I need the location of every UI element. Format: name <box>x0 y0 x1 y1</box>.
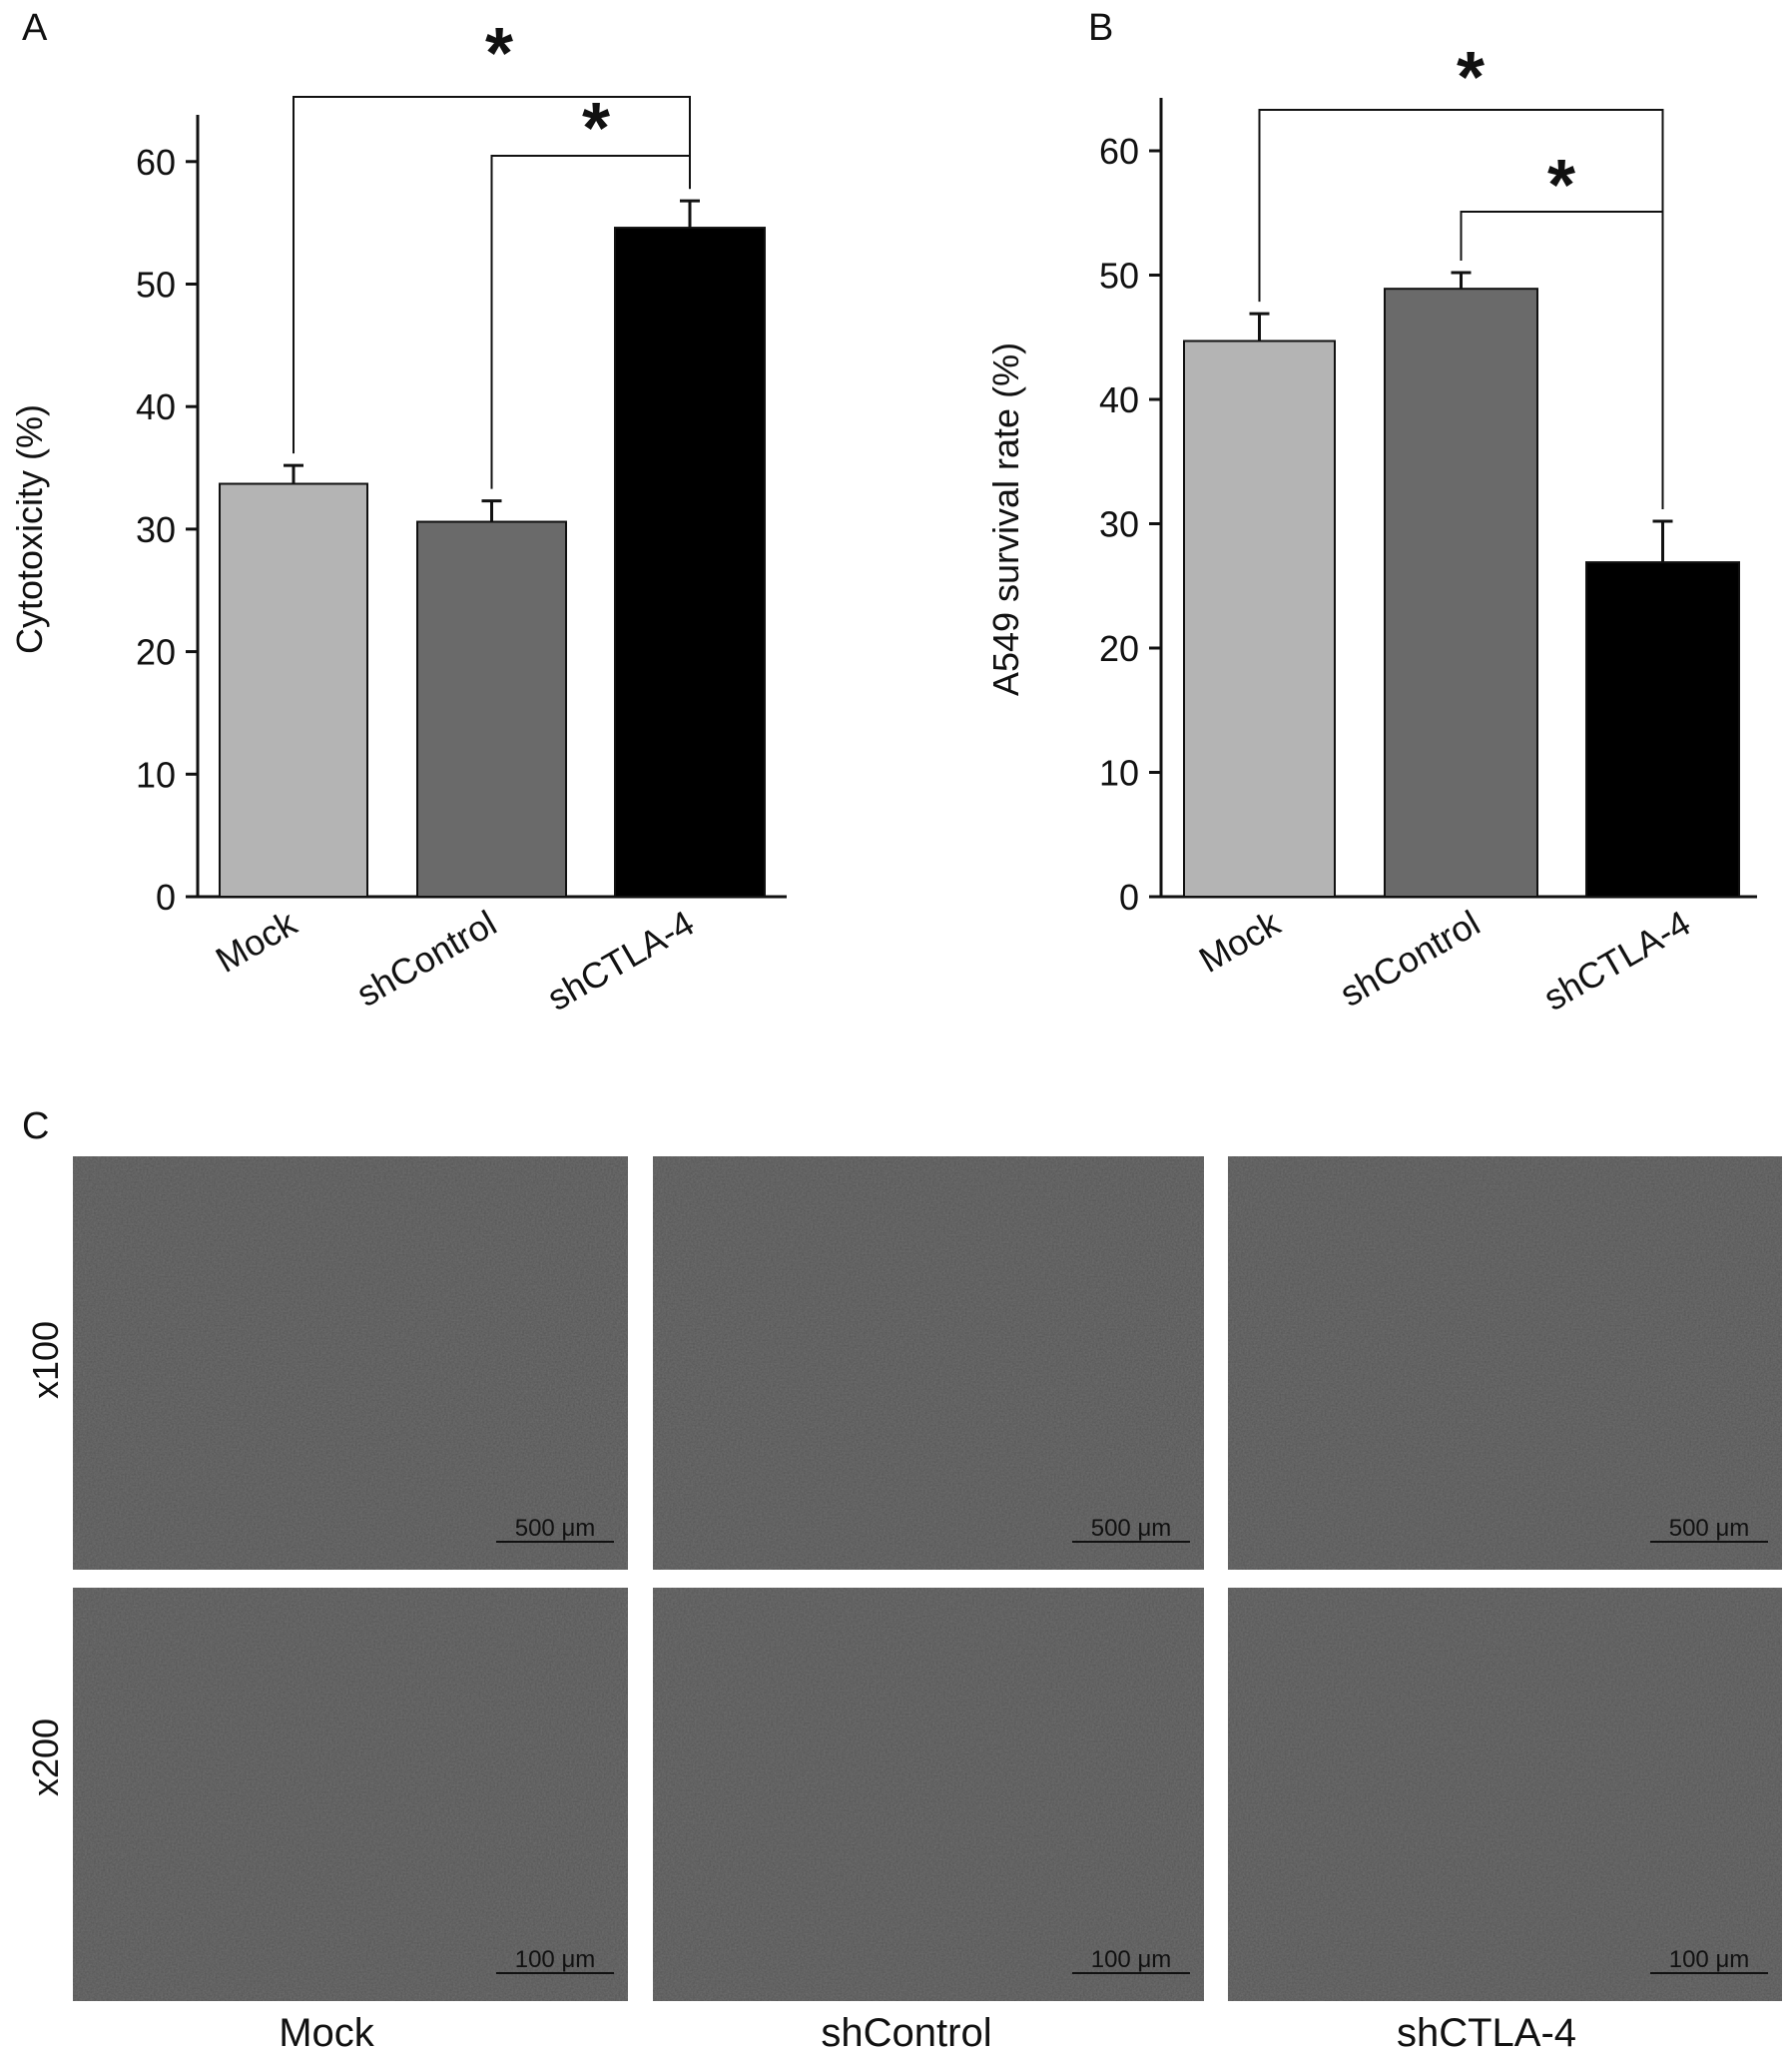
chart-b-y-tick-label: 30 <box>1099 504 1139 545</box>
micrograph-x100-shctla4 <box>1228 1156 1782 1570</box>
chart-a-y-tick-label: 60 <box>136 142 176 183</box>
scale-bar-label: 100 μm <box>515 1946 596 1973</box>
chart-b-category-label: shCTLA-4 <box>1536 902 1697 1019</box>
chart-a-significance-star: * <box>485 14 513 94</box>
chart-b-bar <box>1384 288 1538 898</box>
chart-a-category-label: Mock <box>209 902 304 981</box>
chart-b-significance-star: * <box>1547 146 1575 226</box>
column-label-mock: Mock <box>279 2011 375 2055</box>
chart-a-y-tick-label: 0 <box>156 877 176 918</box>
chart-b: A549 survival rate (%) Mock shControl sh… <box>985 38 1757 1019</box>
chart-b-significance-star: * <box>1457 38 1485 118</box>
chart-a: Cytotoxicity (%) Mock shControl shCTLA-4… <box>9 14 787 1019</box>
chart-a-significance-bracket <box>490 155 691 489</box>
chart-b-category-label: Mock <box>1192 902 1288 981</box>
micrograph-x200-shcontrol <box>653 1588 1204 2001</box>
micrograph-x200-shctla4 <box>1228 1588 1782 2001</box>
chart-b-y-tick-label: 60 <box>1099 131 1139 172</box>
chart-b-bar <box>1585 561 1740 898</box>
chart-a-category-label: shControl <box>349 902 503 1015</box>
chart-a-y-tick-label: 50 <box>136 265 176 306</box>
scale-bar-label: 100 μm <box>1669 1946 1750 1973</box>
micrograph-x100-mock <box>73 1156 628 1570</box>
chart-a-significance-bracket <box>293 96 691 454</box>
chart-b-bar <box>1183 340 1336 898</box>
scale-bar-label: 100 μm <box>1091 1946 1172 1973</box>
scale-bar-label: 500 μm <box>515 1515 596 1542</box>
row-label-x100: x100 <box>25 1321 66 1399</box>
chart-a-bar <box>219 482 368 898</box>
chart-b-y-tick-label: 50 <box>1099 256 1139 297</box>
chart-a-significance-star: * <box>582 89 610 169</box>
chart-a-y-tick-label: 30 <box>136 509 176 550</box>
chart-a-y-tick-label: 10 <box>136 754 176 795</box>
micrograph-x100-shcontrol <box>653 1156 1204 1570</box>
column-label-shctla4: shCTLA-4 <box>1397 2011 1576 2055</box>
chart-a-bar <box>614 227 766 899</box>
micrograph-x200-mock <box>73 1588 628 2001</box>
chart-a-y-axis-label: Cytotoxicity (%) <box>9 404 50 654</box>
chart-a-y-tick-label: 20 <box>136 632 176 673</box>
micrograph-grid: x100 x200 Mock shControl shCTLA-4 500 μm… <box>25 1156 1782 2055</box>
scale-bar-label: 500 μm <box>1669 1515 1750 1542</box>
chart-b-y-tick-label: 20 <box>1099 628 1139 669</box>
chart-a-category-label: shCTLA-4 <box>540 902 701 1019</box>
chart-a-y-tick-label: 40 <box>136 386 176 427</box>
chart-b-y-tick-label: 10 <box>1099 753 1139 794</box>
chart-b-y-tick-label: 0 <box>1119 877 1139 918</box>
scale-bar-label: 500 μm <box>1091 1515 1172 1542</box>
row-label-x200: x200 <box>25 1718 66 1796</box>
chart-b-significance-bracket <box>1460 211 1664 510</box>
panel-c-letter: C <box>22 1105 49 1147</box>
column-label-shcontrol: shControl <box>821 2011 991 2055</box>
panel-a-letter: A <box>22 7 48 49</box>
panel-b-letter: B <box>1088 7 1113 49</box>
chart-b-category-label: shControl <box>1333 902 1487 1015</box>
chart-b-y-tick-label: 40 <box>1099 379 1139 420</box>
chart-a-bar <box>416 520 567 899</box>
chart-b-y-axis-label: A549 survival rate (%) <box>985 343 1026 696</box>
